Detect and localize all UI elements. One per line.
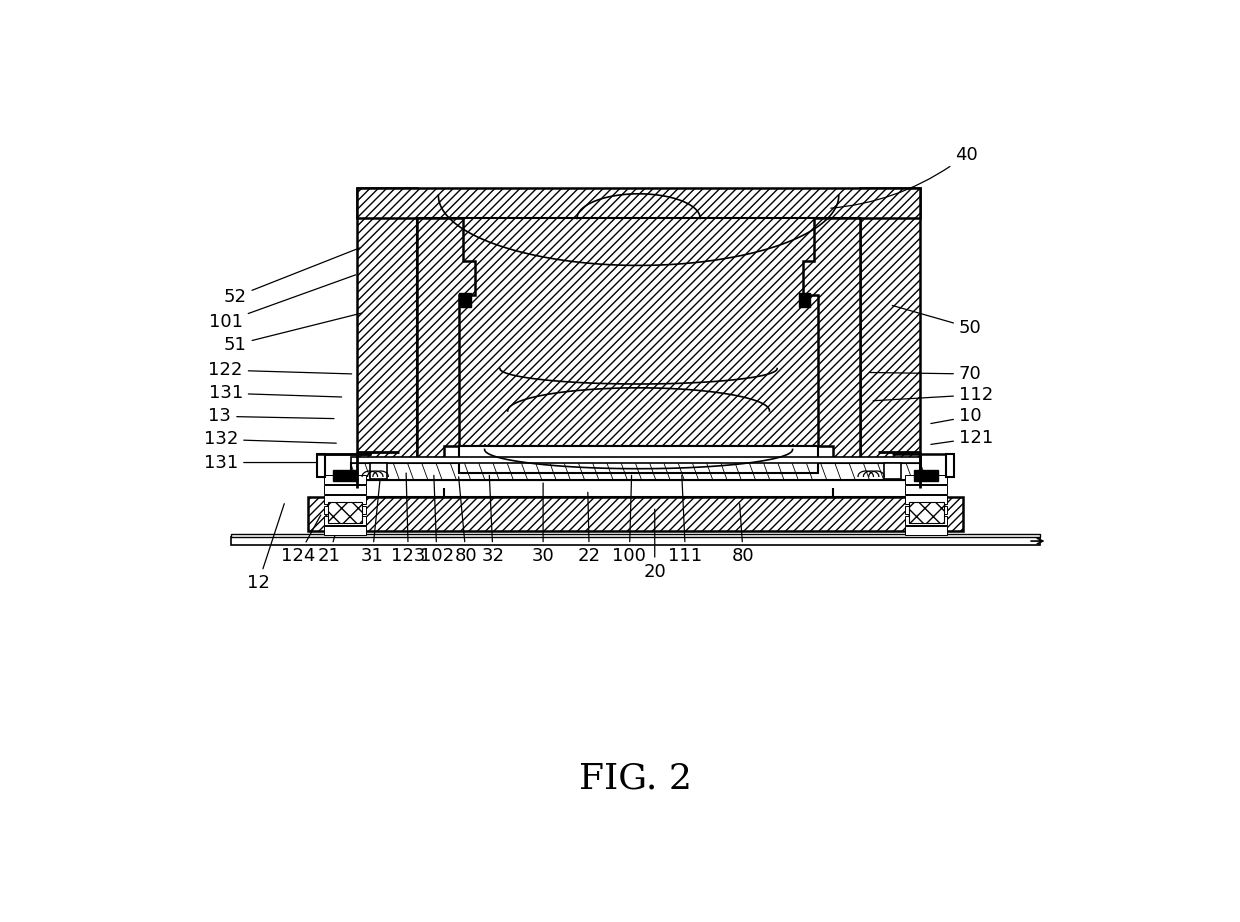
Bar xyxy=(459,293,471,307)
Polygon shape xyxy=(417,219,475,488)
Text: 100: 100 xyxy=(613,476,646,565)
Polygon shape xyxy=(802,219,861,488)
Text: 102: 102 xyxy=(420,476,454,565)
Text: 124: 124 xyxy=(281,515,321,565)
Bar xyxy=(905,505,947,514)
Bar xyxy=(309,497,962,531)
Bar xyxy=(914,470,939,481)
Text: 122: 122 xyxy=(208,361,352,379)
Text: 30: 30 xyxy=(532,483,554,565)
Bar xyxy=(351,457,920,463)
Bar xyxy=(351,463,920,480)
Text: 121: 121 xyxy=(931,429,993,447)
Text: 123: 123 xyxy=(391,473,425,565)
Bar xyxy=(324,485,366,494)
Text: 51: 51 xyxy=(223,313,362,354)
Bar xyxy=(417,219,861,445)
Text: 22: 22 xyxy=(578,492,601,565)
Bar xyxy=(357,188,920,219)
Bar xyxy=(324,505,366,514)
Text: 111: 111 xyxy=(668,476,703,565)
Text: FIG. 2: FIG. 2 xyxy=(579,762,692,796)
Bar xyxy=(459,445,818,473)
Bar xyxy=(324,516,366,525)
Bar xyxy=(327,480,944,497)
Text: 112: 112 xyxy=(873,385,993,404)
Bar xyxy=(324,475,366,483)
Bar xyxy=(884,463,901,479)
Text: 70: 70 xyxy=(869,365,982,383)
Bar xyxy=(231,534,1040,538)
Text: 31: 31 xyxy=(361,469,383,565)
Bar xyxy=(905,495,947,504)
Bar xyxy=(909,502,944,524)
Text: 10: 10 xyxy=(931,408,982,425)
Bar xyxy=(357,188,417,488)
Bar xyxy=(370,463,387,479)
Text: 21: 21 xyxy=(317,515,341,565)
Bar xyxy=(317,454,325,478)
Bar xyxy=(905,516,947,525)
Text: 80: 80 xyxy=(732,503,755,565)
Bar xyxy=(905,475,947,483)
Bar xyxy=(905,526,947,535)
Text: 80: 80 xyxy=(455,477,477,565)
Bar xyxy=(861,188,920,488)
Text: 32: 32 xyxy=(481,476,505,565)
Text: 52: 52 xyxy=(223,248,360,306)
Text: 131: 131 xyxy=(208,384,342,402)
Text: 50: 50 xyxy=(893,305,982,337)
Text: 101: 101 xyxy=(208,275,356,331)
Text: 20: 20 xyxy=(644,509,666,581)
Bar xyxy=(905,485,947,494)
Bar xyxy=(324,526,366,535)
Bar xyxy=(324,495,366,504)
Text: 131: 131 xyxy=(203,454,325,471)
Bar xyxy=(332,470,357,481)
Text: 12: 12 xyxy=(247,503,284,592)
Bar xyxy=(231,538,1040,545)
Bar xyxy=(946,454,954,478)
Text: 40: 40 xyxy=(831,146,978,208)
Text: 13: 13 xyxy=(208,408,334,425)
Text: 132: 132 xyxy=(203,431,336,448)
Bar xyxy=(327,502,362,524)
Bar xyxy=(799,293,810,307)
